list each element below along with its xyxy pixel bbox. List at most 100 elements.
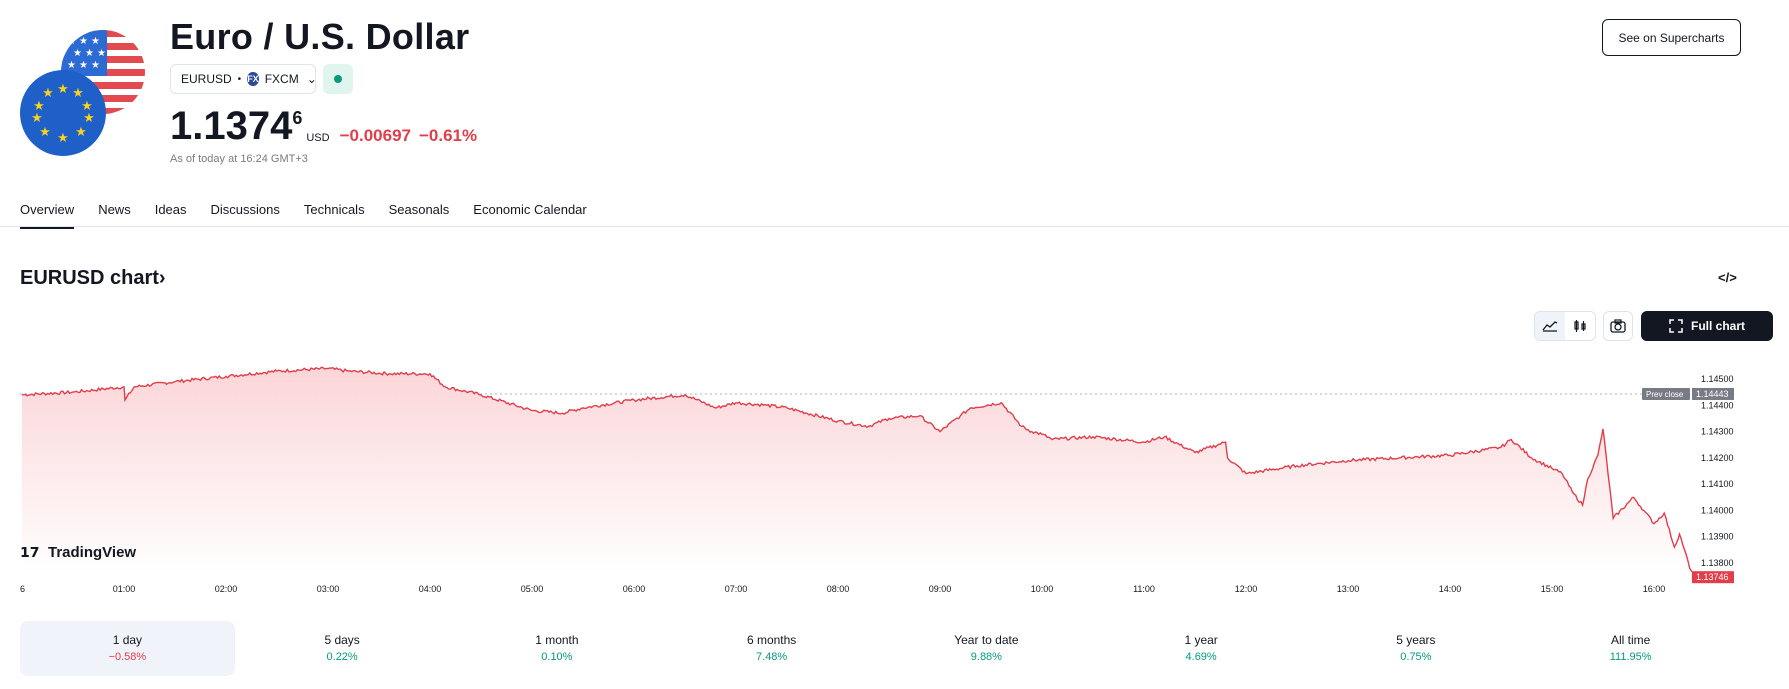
price-chart[interactable]: 1.14500 1.14400 1.14300 1.14200 1.14100 1.140… [0, 355, 1789, 595]
area-chart-button[interactable] [1535, 312, 1565, 340]
period-label: Year to date [954, 633, 1019, 647]
svg-text:★: ★ [73, 48, 82, 59]
period-label: 1 year [1184, 633, 1218, 647]
tab-economic-calendar[interactable]: Economic Calendar [473, 202, 587, 217]
x-tick-label: 10:00 [1031, 584, 1054, 594]
svg-text:★: ★ [91, 60, 100, 71]
chart-title-text: EURUSD chart [20, 267, 159, 289]
period-all-time[interactable]: All time 111.95% [1523, 621, 1738, 676]
last-price: 1.1374 [170, 104, 293, 148]
x-tick-label: 09:00 [929, 584, 952, 594]
x-tick-label: 6 [20, 584, 25, 594]
x-tick-label: 07:00 [725, 584, 748, 594]
full-chart-button[interactable]: Full chart [1641, 311, 1773, 341]
period-1-month[interactable]: 1 month 0.10% [450, 621, 665, 676]
tab-overview[interactable]: Overview [20, 198, 75, 229]
svg-text:★: ★ [79, 36, 88, 47]
chevron-down-icon: ⌄ [306, 72, 317, 86]
y-tick-label: 1.13900 [1701, 532, 1734, 542]
exchange-logo-icon: FX [247, 72, 259, 86]
page-title: Euro / U.S. Dollar [170, 16, 470, 57]
x-tick-label: 14:00 [1439, 584, 1462, 594]
svg-text:★: ★ [39, 125, 51, 140]
x-tick-label: 01:00 [113, 584, 136, 594]
prev-close-label-box [1642, 387, 1690, 400]
exchange-name: FXCM [264, 72, 299, 86]
period-change: 0.10% [541, 651, 573, 663]
candlestick-chart-button[interactable] [1565, 312, 1595, 340]
chevron-right-icon: › [158, 267, 166, 289]
prev-close-label: Prev close [1646, 390, 1684, 399]
period-label: 1 day [112, 633, 143, 647]
price-area-fill [22, 367, 1695, 578]
embed-code-icon[interactable]: </> [1718, 270, 1737, 285]
period-1-day[interactable]: 1 day −0.58% [20, 621, 235, 676]
last-price-box [1692, 571, 1734, 584]
price-currency: USD [306, 132, 330, 144]
svg-text:★: ★ [57, 131, 69, 146]
market-open-dot-icon [334, 75, 342, 83]
svg-text:★: ★ [97, 48, 106, 59]
svg-text:★: ★ [67, 36, 76, 47]
tab-discussions[interactable]: Discussions [210, 202, 280, 217]
separator-dot: • [237, 73, 242, 85]
camera-icon [1610, 319, 1626, 333]
tab-seasonals[interactable]: Seasonals [388, 202, 450, 217]
svg-text:★: ★ [75, 125, 87, 140]
x-tick-label: 06:00 [623, 584, 646, 594]
period-change: 9.88% [970, 651, 1002, 663]
y-tick-label: 1.14400 [1701, 400, 1734, 410]
period-1-year[interactable]: 1 year 4.69% [1094, 621, 1309, 676]
tab-ideas[interactable]: Ideas [154, 202, 187, 217]
eu-flag-icon: ★ ★ ★ ★ ★ ★ ★ ★ ★ ★ [20, 70, 106, 156]
price-line [21, 366, 1696, 578]
price-block: 1.1374 6 USD −0.00697 −0.61% [170, 104, 477, 148]
period-change: 0.75% [1400, 651, 1432, 663]
svg-text:★: ★ [81, 99, 93, 114]
snapshot-button[interactable] [1603, 311, 1633, 341]
period-label: 5 days [324, 633, 360, 647]
svg-text:★: ★ [42, 86, 54, 101]
svg-text:★: ★ [72, 86, 84, 101]
last-price-marker: 1.13746 [1691, 571, 1734, 584]
full-chart-label: Full chart [1690, 319, 1745, 333]
tradingview-wordmark: TradingView [48, 544, 136, 561]
x-tick-label: 12:00 [1235, 584, 1258, 594]
period-change: 0.22% [326, 651, 358, 663]
svg-text:★: ★ [57, 82, 69, 97]
price-change: −0.00697 [339, 126, 411, 145]
x-tick-label: 11:00 [1133, 584, 1155, 594]
period-change: 4.69% [1185, 651, 1217, 663]
y-tick-label: 1.14500 [1701, 374, 1734, 384]
see-on-supercharts-button[interactable]: See on Supercharts [1602, 19, 1741, 56]
x-tick-label: 13:00 [1337, 584, 1360, 594]
symbol-ticker: EURUSD [181, 72, 232, 86]
chart-title-link[interactable]: EURUSD chart› [20, 267, 166, 290]
x-axis: 6 01:00 02:00 03:00 04:00 05:00 06:00 07:00 08:0… [20, 584, 1665, 594]
x-tick-label: 02:00 [215, 584, 238, 594]
period-label: 5 years [1396, 633, 1436, 647]
y-tick-label: 1.14100 [1701, 479, 1734, 489]
tab-technicals[interactable]: Technicals [303, 202, 365, 217]
period-5-years[interactable]: 5 years 0.75% [1309, 621, 1524, 676]
tab-news[interactable]: News [98, 202, 131, 217]
tabs-divider [0, 226, 1789, 227]
x-tick-label: 08:00 [827, 584, 850, 594]
x-tick-label: 16:00 [1643, 584, 1666, 594]
last-price-value: 1.13746 [1696, 572, 1729, 582]
period-label: All time [1610, 633, 1651, 647]
symbol-selector[interactable]: EURUSD • FX FXCM ⌄ [170, 64, 317, 94]
y-tick-label: 1.13800 [1701, 558, 1734, 568]
market-status-indicator[interactable] [323, 64, 353, 94]
tradingview-logo-icon: 𝟭𝟳 [20, 544, 39, 560]
svg-text:★: ★ [67, 60, 76, 71]
period-change: 7.48% [756, 651, 788, 663]
chart-style-toggle [1534, 311, 1596, 341]
svg-text:★: ★ [85, 48, 94, 59]
period-year-to-date[interactable]: Year to date 9.88% [879, 621, 1094, 676]
period-change: −0.58% [108, 651, 147, 663]
x-tick-label: 15:00 [1541, 584, 1564, 594]
period-5-days[interactable]: 5 days 0.22% [235, 621, 450, 676]
period-6-months[interactable]: 6 months 7.48% [664, 621, 879, 676]
tradingview-watermark: 𝟭𝟳 TradingView [20, 544, 136, 561]
